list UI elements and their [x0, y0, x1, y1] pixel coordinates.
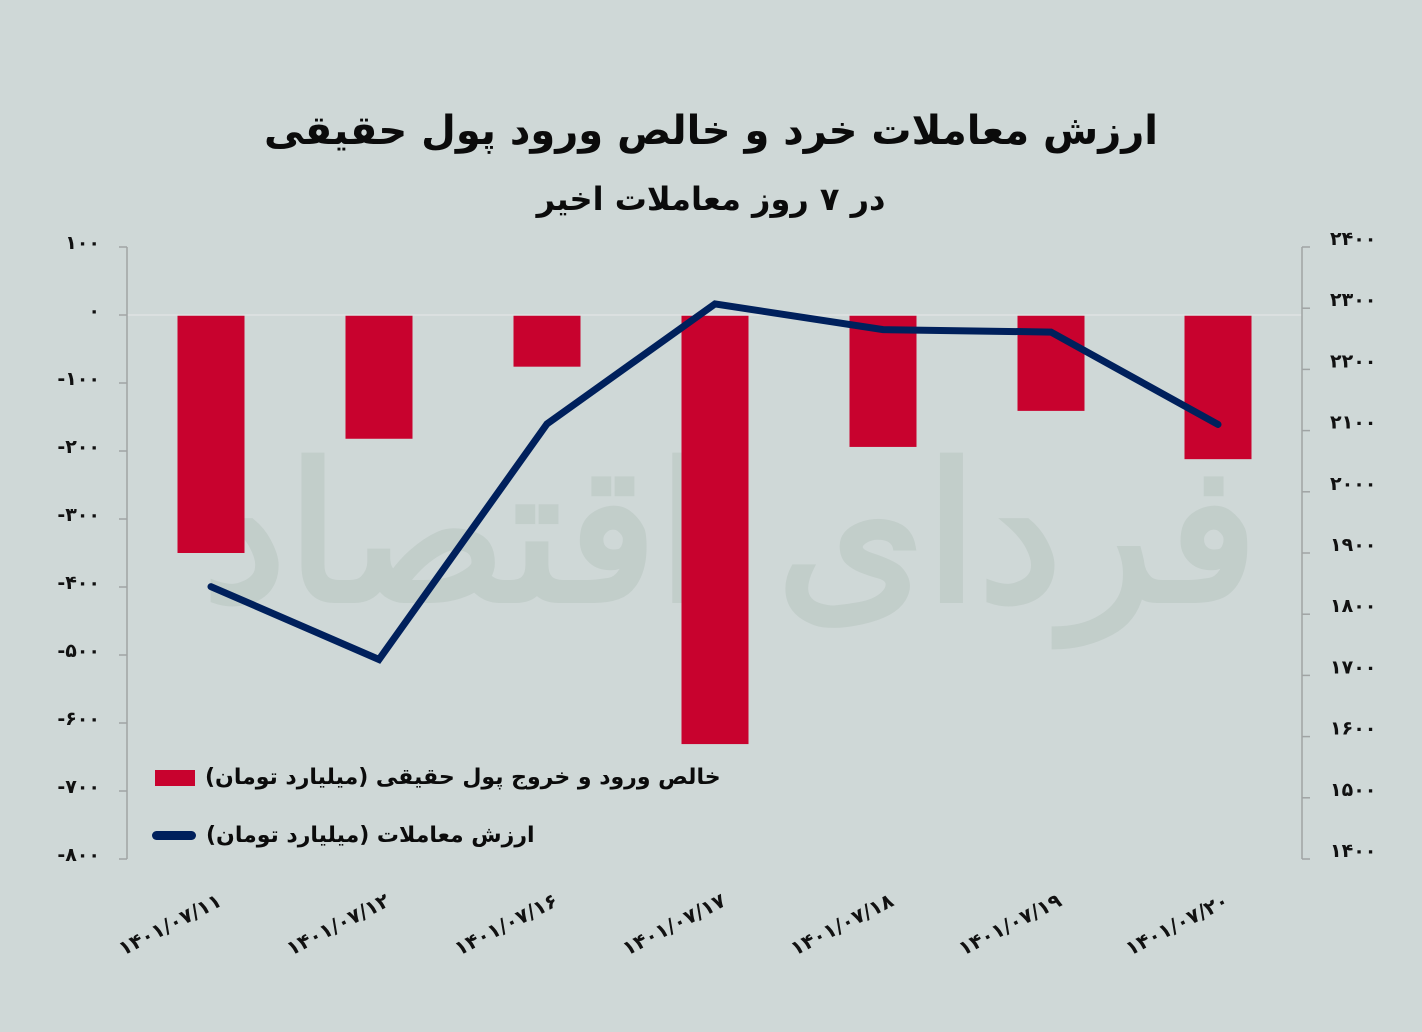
- x-tick-label: ۱۴۰۱/۰۷/۱۸: [786, 888, 897, 960]
- bar: [1184, 315, 1252, 460]
- chart-subtitle: در ۷ روز معاملات اخیر: [536, 180, 887, 218]
- left-tick-label: ۰: [88, 300, 100, 322]
- x-tick-label: ۱۴۰۱/۰۷/۱۹: [954, 888, 1065, 960]
- x-tick-label: ۱۴۰۱/۰۷/۲۰: [1121, 888, 1232, 960]
- right-tick-label: ۲۱۰۰: [1330, 412, 1376, 434]
- right-tick-label: ۱۶۰۰: [1330, 718, 1376, 740]
- line-series: [207, 300, 1222, 664]
- right-tick-label: ۱۹۰۰: [1330, 534, 1376, 556]
- right-tick-label: ۱۵۰۰: [1330, 779, 1376, 801]
- right-y-axis: ۲۴۰۰ ۲۳۰۰ ۲۲۰۰ ۲۱۰۰ ۲۰۰۰ ۱۹۰۰ ۱۸۰۰ ۱۷۰۰ ۱۶۰۰ ۱۵۰۰…: [1301, 228, 1376, 862]
- left-y-axis: ۱۰۰ ۰ -۱۰۰ -۲۰۰ -۳۰۰ -۴۰۰ -۵۰۰ -۶۰۰ -۷۰۰ -۸۰۰: [57, 232, 128, 866]
- legend-line-swatch: [152, 831, 196, 840]
- bar: [849, 315, 917, 447]
- right-tick-label: ۲۴۰۰: [1330, 228, 1376, 250]
- x-tick-label: ۱۴۰۱/۰۷/۱۷: [618, 888, 729, 960]
- left-tick-label: -۱۰۰: [57, 368, 100, 390]
- left-tick-label: -۲۰۰: [57, 436, 100, 458]
- x-tick-label: ۱۴۰۱/۰۷/۱۶: [450, 888, 561, 960]
- legend-line-label: ارزش معاملات (میلیارد تومان): [206, 823, 535, 848]
- legend-item-bar: خالص ورود و خروج پول حقیقی (میلیارد توما…: [155, 765, 721, 790]
- right-tick-label: ۱۷۰۰: [1330, 656, 1376, 678]
- right-tick-label: ۲۲۰۰: [1330, 350, 1376, 372]
- bar: [177, 315, 245, 553]
- legend-bar-label: خالص ورود و خروج پول حقیقی (میلیارد توما…: [205, 765, 721, 790]
- bar: [345, 315, 413, 439]
- right-tick-label: ۱۴۰۰: [1330, 840, 1376, 862]
- right-tick-label: ۲۳۰۰: [1330, 289, 1376, 311]
- left-tick-label: -۸۰۰: [57, 844, 100, 866]
- bar: [681, 315, 749, 745]
- left-tick-label: ۱۰۰: [65, 232, 100, 254]
- left-tick-label: -۵۰۰: [57, 640, 100, 662]
- right-tick-label: ۱۸۰۰: [1330, 595, 1376, 617]
- left-tick-label: -۶۰۰: [57, 708, 100, 730]
- legend-bar-swatch: [155, 769, 195, 786]
- left-tick-label: -۷۰۰: [57, 776, 100, 798]
- left-tick-label: -۴۰۰: [57, 572, 100, 594]
- x-axis-labels: ۱۴۰۱/۰۷/۱۱ ۱۴۰۱/۰۷/۱۲ ۱۴۰۱/۰۷/۱۶ ۱۴۰۱/۰۷/۱۷…: [114, 888, 1232, 960]
- legend-item-line: ارزش معاملات (میلیارد تومان): [152, 823, 535, 848]
- right-tick-label: ۲۰۰۰: [1330, 473, 1376, 495]
- x-tick-label: ۱۴۰۱/۰۷/۱۲: [282, 888, 393, 960]
- left-tick-label: -۳۰۰: [57, 504, 100, 526]
- bar: [513, 315, 581, 367]
- chart-title: ارزش معاملات خرد و خالص ورود پول حقیقی: [264, 108, 1159, 154]
- x-tick-label: ۱۴۰۱/۰۷/۱۱: [114, 888, 225, 960]
